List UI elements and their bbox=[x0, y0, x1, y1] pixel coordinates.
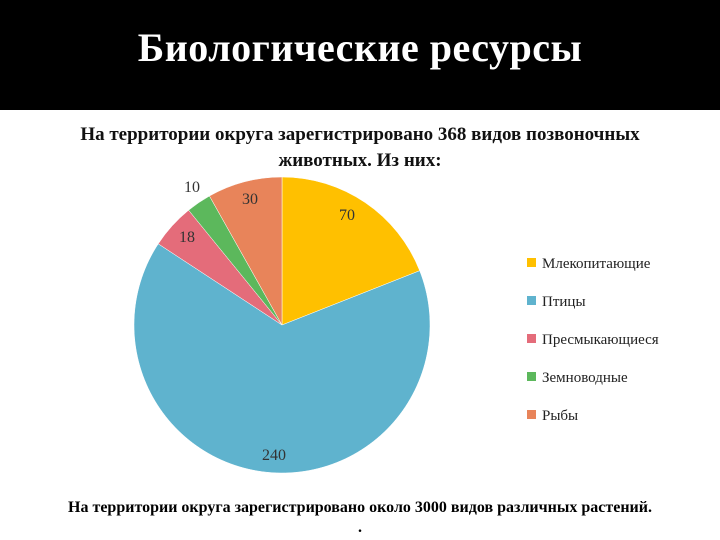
legend-label-млекопитающие: Млекопитающие bbox=[542, 256, 651, 272]
footer-dot: . bbox=[358, 519, 362, 536]
legend-swatch-птицы bbox=[527, 296, 536, 305]
pie-slice-птицы bbox=[133, 243, 431, 474]
data-label-млекопитающие: 70 bbox=[339, 207, 355, 224]
data-label-рыбы: 30 bbox=[242, 191, 258, 208]
legend-swatch-млекопитающие bbox=[527, 258, 536, 267]
legend-label-пресмыкающиеся: Пресмыкающиеся bbox=[542, 332, 659, 348]
footer-note: На территории округа зарегистрировано ок… bbox=[68, 499, 652, 516]
data-label-пресмыкающиеся: 18 bbox=[179, 229, 195, 246]
pie-slice-рыбы bbox=[209, 176, 283, 326]
legend-label-птицы: Птицы bbox=[542, 294, 586, 310]
legend-swatch-земноводные bbox=[527, 372, 536, 381]
pie-chart: 70 240 18 10 30 Млекопитающие Птицы Пресмыкающи… bbox=[133, 176, 659, 474]
page-title: Биологические ресурсы bbox=[137, 24, 583, 70]
legend-label-земноводные: Земноводные bbox=[542, 370, 628, 386]
legend-swatch-пресмыкающиеся bbox=[527, 334, 536, 343]
legend-swatch-рыбы bbox=[527, 410, 536, 419]
data-label-земноводные: 10 bbox=[184, 179, 200, 196]
data-label-птицы: 240 bbox=[262, 447, 286, 464]
title-bar: Биологические ресурсы bbox=[0, 0, 720, 110]
pie-slice-млекопитающие bbox=[281, 176, 421, 326]
legend-label-рыбы: Рыбы bbox=[542, 408, 578, 424]
chart-title: На территории округа зарегистрировано 36… bbox=[80, 124, 640, 171]
